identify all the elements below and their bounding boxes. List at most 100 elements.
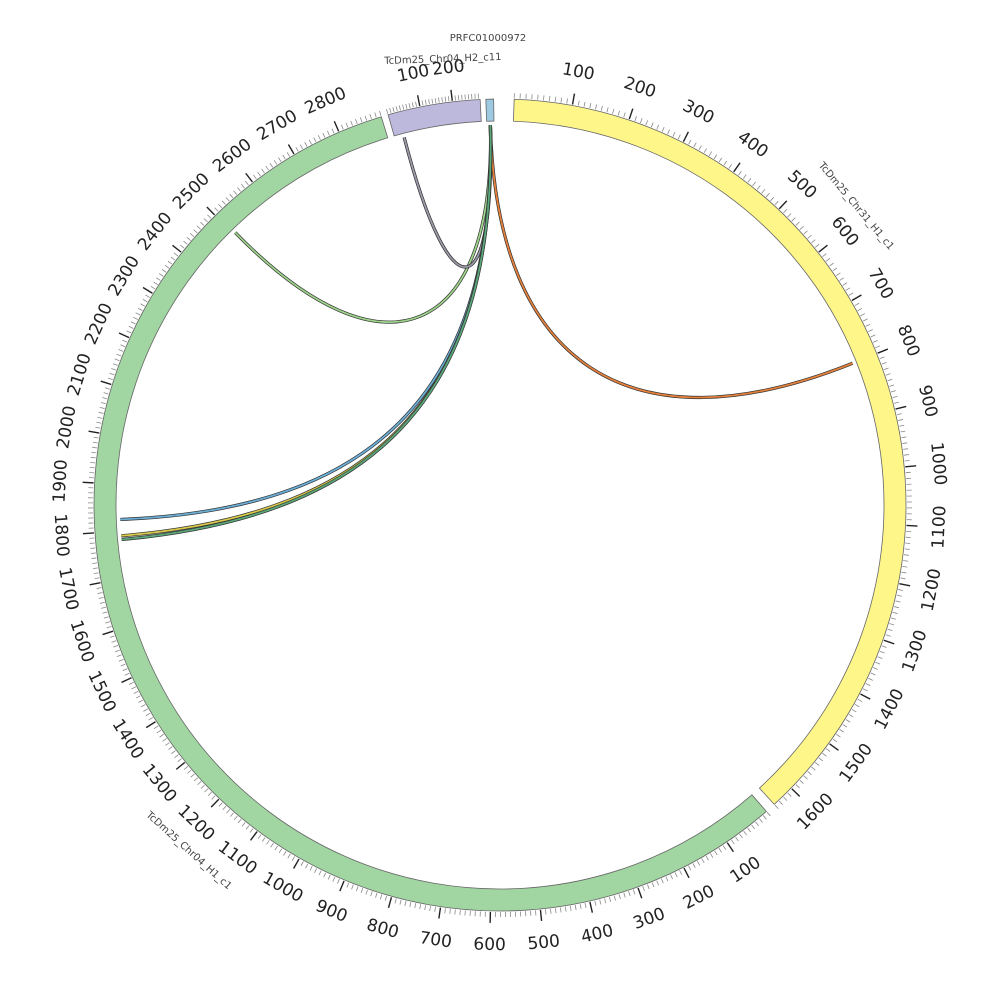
link-prfc-chr04-1	[234, 125, 492, 323]
minor-tick	[660, 878, 664, 884]
minor-tick	[291, 856, 296, 861]
minor-tick	[214, 207, 219, 212]
minor-tick	[116, 353, 122, 357]
minor-tick	[95, 426, 101, 429]
minor-tick	[670, 874, 673, 880]
major-tick	[339, 880, 345, 892]
minor-tick	[424, 99, 427, 105]
minor-tick	[766, 811, 771, 817]
minor-tick	[273, 160, 278, 165]
minor-tick	[560, 97, 563, 103]
minor-tick	[857, 307, 863, 312]
major-tick	[333, 120, 340, 132]
minor-tick	[222, 805, 227, 811]
major-tick	[628, 108, 634, 120]
minor-tick	[145, 712, 151, 717]
tick-label-chr31: 1500	[835, 740, 877, 787]
minor-tick	[845, 719, 851, 723]
minor-tick	[168, 746, 173, 750]
minor-tick	[667, 129, 670, 135]
minor-tick	[161, 269, 167, 273]
minor-tick	[241, 822, 246, 827]
minor-tick	[722, 845, 727, 850]
minor-tick	[112, 363, 118, 366]
minor-tick	[438, 97, 440, 103]
major-tick	[883, 639, 895, 645]
minor-tick	[404, 900, 407, 906]
major-tick	[245, 172, 253, 183]
minor-tick	[836, 733, 841, 738]
minor-tick	[118, 349, 124, 352]
minor-tick	[226, 809, 231, 814]
major-tick	[860, 693, 871, 700]
minor-tick	[577, 100, 580, 106]
minor-tick	[903, 554, 909, 556]
segment-chr31	[512, 98, 907, 805]
minor-tick	[337, 878, 340, 884]
minor-tick	[803, 775, 808, 780]
minor-tick	[104, 387, 110, 390]
major-tick	[571, 93, 576, 105]
minor-tick	[177, 758, 182, 762]
minor-tick	[901, 436, 907, 439]
minor-tick	[807, 234, 812, 239]
minor-tick	[569, 905, 572, 911]
minor-tick	[818, 757, 824, 762]
major-tick	[88, 430, 100, 434]
minor-tick	[885, 373, 891, 376]
minor-tick	[171, 750, 176, 754]
minor-tick	[379, 894, 383, 900]
minor-tick	[454, 95, 456, 101]
minor-tick	[645, 120, 649, 126]
minor-tick	[836, 272, 841, 277]
minor-tick	[860, 313, 866, 317]
minor-tick	[739, 833, 743, 839]
minor-tick	[359, 117, 363, 123]
minor-tick	[825, 258, 831, 262]
minor-tick	[728, 164, 733, 169]
minor-tick	[323, 872, 327, 878]
minor-tick	[90, 456, 96, 459]
minor-tick	[747, 827, 751, 833]
minor-tick	[787, 792, 792, 797]
minor-tick	[97, 416, 103, 419]
minor-tick	[360, 888, 364, 894]
ticks-layer: 1002003004005006007008009001000110012001…	[49, 56, 950, 955]
link-prfc-chr04-4	[121, 125, 492, 537]
minor-tick	[903, 560, 909, 562]
minor-tick	[881, 645, 887, 648]
minor-tick	[265, 165, 269, 171]
minor-tick	[317, 135, 321, 140]
minor-tick	[200, 221, 205, 226]
minor-tick	[868, 329, 873, 333]
minor-tick	[261, 837, 266, 842]
minor-tick	[803, 230, 808, 235]
minor-tick	[374, 112, 377, 118]
tick-label-chr04: 200	[680, 881, 718, 914]
tick-label-chr04: 2400	[134, 208, 177, 254]
minor-tick	[701, 858, 705, 864]
minor-tick	[93, 572, 99, 575]
minor-tick	[314, 868, 318, 874]
minor-tick	[116, 654, 122, 657]
minor-tick	[738, 170, 742, 176]
minor-tick	[825, 748, 831, 752]
minor-tick	[109, 635, 115, 638]
minor-tick	[904, 548, 910, 550]
tick-label-chr31: 1200	[918, 567, 946, 613]
minor-tick	[189, 233, 195, 238]
link-outline-3	[120, 125, 493, 522]
minor-tick	[865, 683, 871, 687]
minor-tick	[606, 107, 609, 113]
minor-tick	[133, 316, 138, 320]
minor-tick	[872, 339, 878, 343]
minor-tick	[548, 95, 551, 102]
minor-tick	[364, 115, 368, 121]
minor-tick	[197, 781, 202, 786]
minor-tick	[447, 96, 450, 102]
major-tick	[145, 721, 156, 729]
minor-tick	[340, 124, 344, 130]
minor-tick	[770, 196, 775, 202]
minor-tick	[640, 118, 643, 124]
major-tick	[778, 200, 788, 210]
